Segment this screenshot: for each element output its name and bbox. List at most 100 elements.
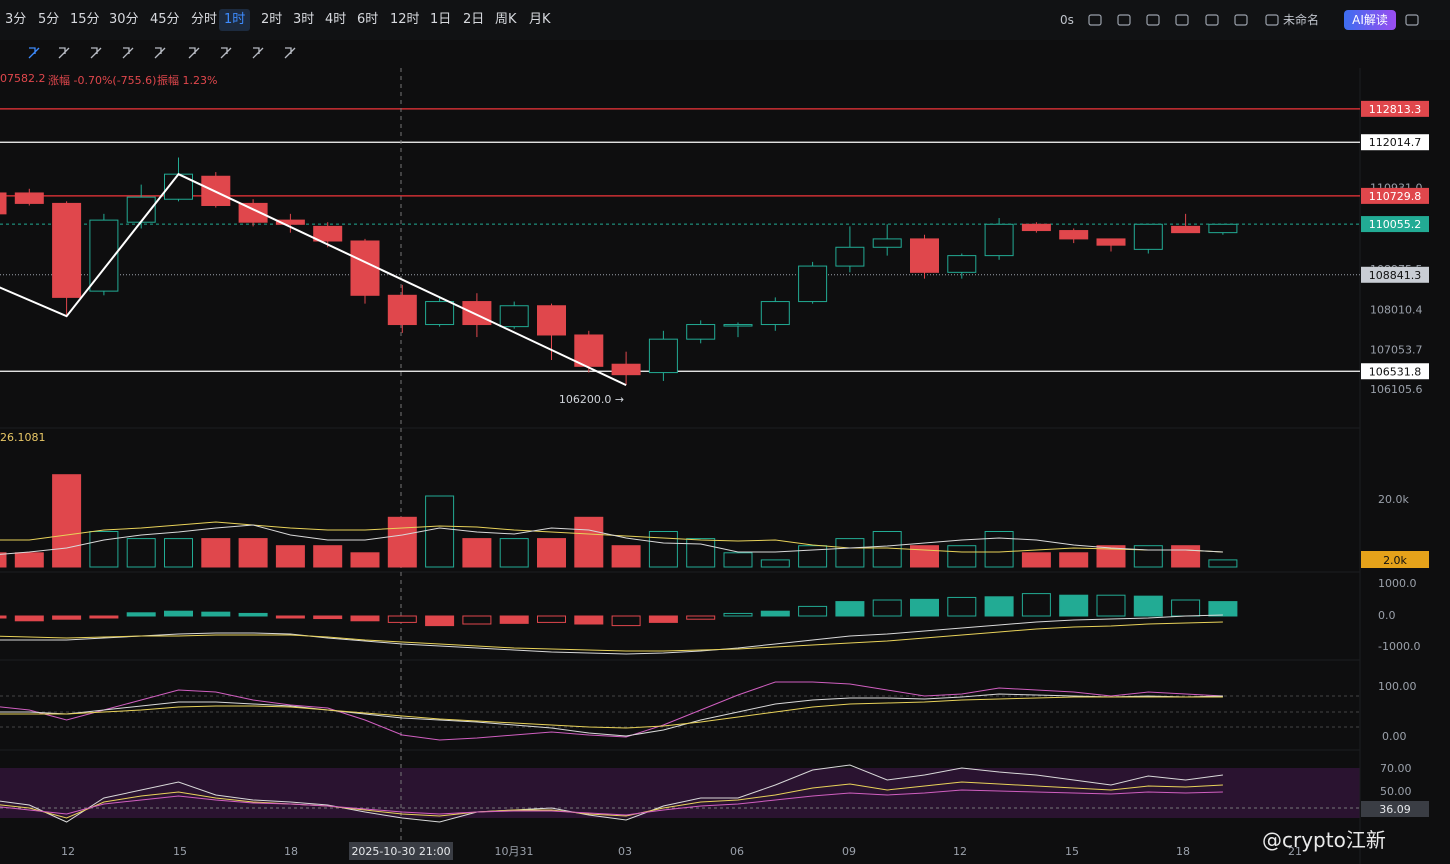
macd-bar <box>760 610 790 617</box>
volume-bar <box>686 538 716 568</box>
macd-bar <box>574 615 604 625</box>
candle <box>387 294 417 326</box>
x-label-15: 15 <box>173 845 187 858</box>
volume-bar <box>1021 552 1051 568</box>
low-annotation: 106200.0 → <box>559 393 624 406</box>
timeframe-6时[interactable]: 6时 <box>357 12 379 27</box>
timeframe-4时[interactable]: 4时 <box>325 12 347 27</box>
timeframe-3时[interactable]: 3时 <box>293 12 315 27</box>
x-label-12: 12 <box>61 845 75 858</box>
volume-tick-20k: 20.0k <box>1378 493 1409 506</box>
level-box-110055.2 <box>1361 216 1429 233</box>
price-chart[interactable]: 110931.0108975.5108010.4107053.7106105.6… <box>0 68 1450 864</box>
pencil-icon[interactable] <box>56 45 74 63</box>
candle <box>910 238 939 273</box>
timeframe-1时[interactable]: 1时 <box>219 9 251 31</box>
macd-bar <box>1171 599 1201 617</box>
volume-bar <box>387 516 417 568</box>
macd-tick-0.0: 0.0 <box>1378 609 1396 622</box>
timeframe-45分[interactable]: 45分 <box>150 12 180 27</box>
timeframe-3分[interactable]: 3分 <box>5 12 27 27</box>
cloud-icon[interactable] <box>1265 13 1279 27</box>
magnet-icon[interactable] <box>218 45 236 63</box>
price-tick-107053.7: 107053.7 <box>1370 343 1423 356</box>
macd-bar <box>275 615 305 619</box>
macd-bar <box>1208 601 1238 617</box>
layout-name[interactable]: 未命名 <box>1283 13 1320 27</box>
candle <box>1059 230 1089 240</box>
ruler-icon[interactable] <box>186 45 204 63</box>
filter-icon[interactable] <box>250 45 268 63</box>
volume-bar <box>760 559 790 568</box>
candle-icon[interactable] <box>120 45 138 63</box>
candle <box>313 225 343 242</box>
candle <box>760 301 790 326</box>
candle <box>52 202 82 298</box>
volume-bar <box>835 538 865 568</box>
candle <box>574 334 604 367</box>
volume-bar <box>425 495 455 568</box>
x-label-09: 09 <box>842 845 856 858</box>
timeframe-分时[interactable]: 分时 <box>191 12 218 27</box>
macd-bar <box>648 615 678 623</box>
kdj-d-line <box>0 781 1223 819</box>
candle <box>835 246 865 267</box>
candle <box>1171 225 1201 234</box>
fullscreen-icon[interactable] <box>1234 13 1248 27</box>
kdj-background <box>0 768 1360 818</box>
volume-bar <box>798 545 828 568</box>
candle <box>1096 238 1126 246</box>
macd-bar <box>686 615 716 620</box>
timeframe-2时[interactable]: 2时 <box>261 12 283 27</box>
volume-bar <box>984 531 1014 568</box>
timeframe-5分[interactable]: 5分 <box>38 12 60 27</box>
price-tick-108010.4: 108010.4 <box>1370 303 1423 316</box>
x-label-06: 06 <box>730 845 744 858</box>
share-icon[interactable] <box>1405 13 1419 27</box>
volume-bar <box>1059 552 1089 568</box>
candle <box>798 265 828 303</box>
level-box-110729.8 <box>1361 187 1429 204</box>
screenshot-icon[interactable] <box>1175 13 1189 27</box>
volume-bar <box>52 474 82 568</box>
brush-icon[interactable] <box>88 45 106 63</box>
copy-icon[interactable] <box>26 45 44 63</box>
macd-bar <box>425 615 455 627</box>
ai-button[interactable]: AI解读 <box>1344 10 1396 30</box>
timeframe-30分[interactable]: 30分 <box>109 12 139 27</box>
candle <box>537 305 566 336</box>
timeframe-1日[interactable]: 1日 <box>430 12 452 27</box>
timeframe-2日[interactable]: 2日 <box>463 12 485 27</box>
pen-icon[interactable] <box>1117 13 1131 27</box>
lock-icon[interactable] <box>152 45 170 63</box>
crosshair-time-label: 2025-10-30 21:00 <box>351 845 450 858</box>
timeframe-月K[interactable]: 月K <box>529 12 551 27</box>
candle <box>499 305 529 328</box>
timeframe-15分[interactable]: 15分 <box>70 12 100 27</box>
level-label-110055.2: 110055.2 <box>1369 218 1422 231</box>
crop-icon[interactable] <box>1146 13 1160 27</box>
trash-icon[interactable] <box>282 45 300 63</box>
rsi-yellow-line <box>0 696 1223 729</box>
timeframe-12时[interactable]: 12时 <box>390 12 420 27</box>
settings-icon[interactable] <box>1205 13 1219 27</box>
macd-bar <box>872 599 902 617</box>
rsi-pink-line <box>0 681 1223 741</box>
rsi-white-line <box>0 693 1223 737</box>
timeframe-周K[interactable]: 周K <box>495 12 517 27</box>
volume-bar <box>648 531 678 568</box>
macd-dif-line <box>0 614 1223 655</box>
volume-bar <box>313 545 343 568</box>
info-amplitude: 振幅 1.23% <box>157 74 218 87</box>
level-label-110729.8: 110729.8 <box>1369 190 1422 203</box>
camera-icon[interactable] <box>1088 13 1102 27</box>
crosshair-time-box <box>349 842 453 860</box>
macd-tick--1000.0: -1000.0 <box>1378 640 1420 653</box>
volume-bar <box>723 552 753 568</box>
volume-bar <box>499 538 529 568</box>
info-change: 涨幅 -0.70%(-755.6) <box>48 74 157 87</box>
zigzag-line <box>0 172 627 387</box>
candle <box>275 219 305 225</box>
macd-bar <box>164 610 193 617</box>
volume-bar <box>462 538 492 568</box>
